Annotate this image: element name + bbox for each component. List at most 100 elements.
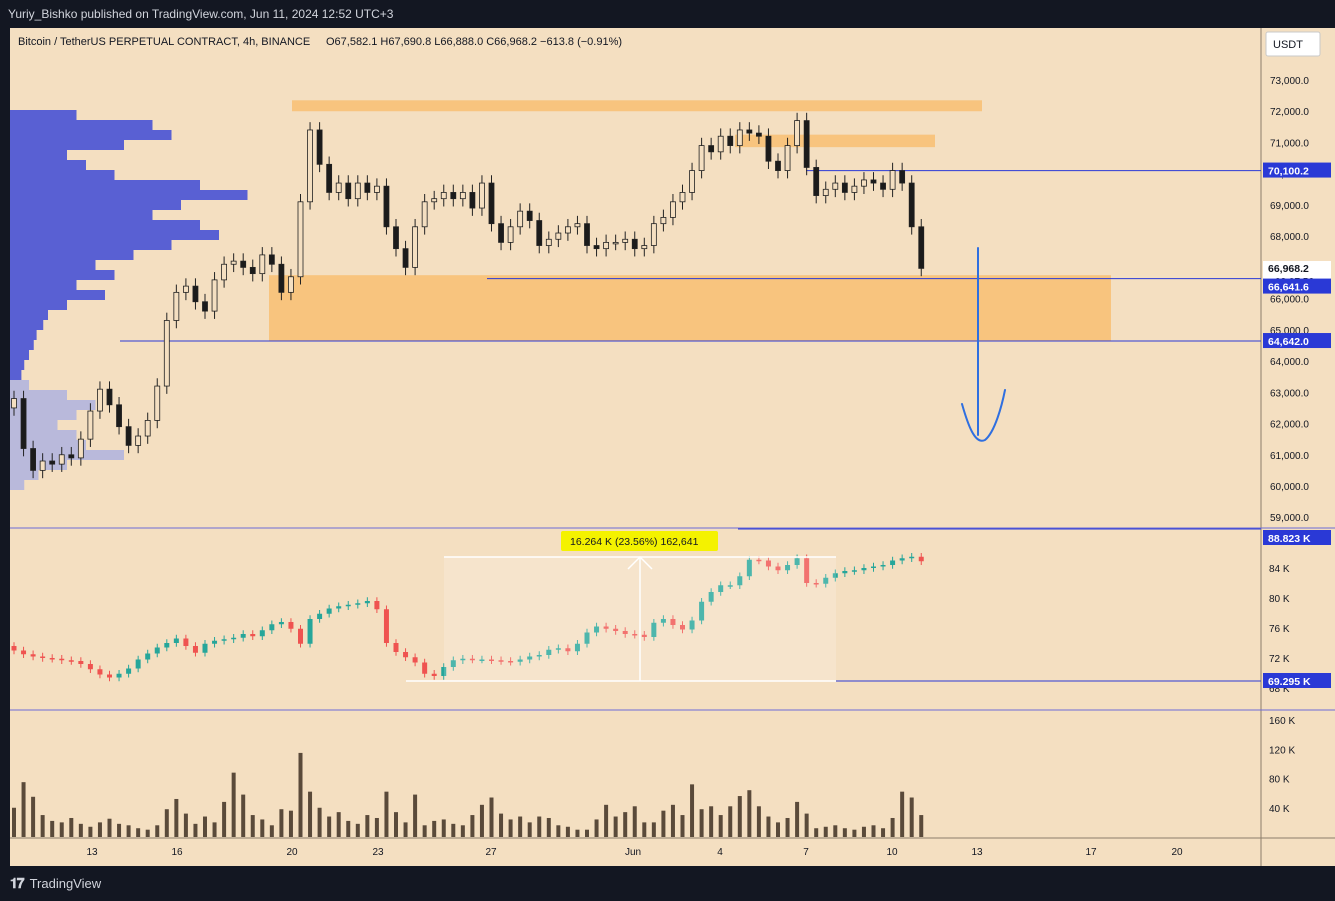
price-candle [459,192,466,200]
indicator-candle [737,576,743,586]
volume-bar [88,826,93,837]
indicator-candle [603,626,609,629]
indicator-tick-label: 76 K [1269,624,1290,635]
indicator-candle [823,577,829,584]
volume-profile-bar [10,130,172,140]
indicator-candle [412,657,418,663]
indicator-candle [489,659,494,661]
indicator-candle [613,628,619,631]
publish-header: Yuriy_Bishko published on TradingView.co… [0,0,1335,28]
price-tick-label: 73,000.0 [1270,76,1309,87]
price-candle [650,223,657,246]
price-candle [822,188,829,196]
volume-bar [785,817,790,837]
indicator-candle [355,603,361,605]
volume-bar [565,826,570,837]
volume-bar [900,791,905,837]
price-candle [135,435,142,446]
price-candle [345,182,352,200]
indicator-candle [269,624,275,631]
price-candle [20,398,27,449]
volume-bar [336,812,341,837]
price-candle [889,170,896,190]
indicator-candle [546,649,552,655]
volume-bar [747,790,752,837]
indicator-candle [202,643,208,653]
price-tag-64642-bg [1263,333,1331,349]
price-tag-70100: 70,100.2 [1268,166,1309,178]
indicator-candle [326,608,332,614]
price-candle [202,301,208,312]
time-tick-label: 7 [803,847,809,858]
volume-profile-bar [10,300,67,310]
indicator-candle [240,634,246,638]
indicator-candle [450,660,456,667]
indicator-candle [851,570,857,572]
volume-bar [546,817,551,837]
price-candle [765,135,772,162]
indicator-tag-upper: 88.823 K [1268,533,1311,545]
indicator-candle [918,556,924,562]
price-candle [383,185,390,228]
volume-bar [317,807,322,837]
indicator-candle [231,637,237,640]
volume-bar [861,826,866,837]
price-tick-label: 60,000.0 [1270,482,1309,493]
volume-bar [823,826,828,837]
volume-bar [881,828,886,837]
price-tick-label: 62,000.0 [1270,420,1309,431]
indicator-candle [527,656,533,660]
price-candle [431,198,438,203]
indicator-candle [192,646,198,653]
volume-tick-label: 40 K [1269,804,1290,815]
volume-bar [604,804,609,837]
volume-bar [59,822,64,837]
price-candle [97,388,103,412]
volume-profile-bar [10,310,48,320]
volume-bar [613,816,618,837]
price-candle [603,241,609,250]
tradingview-logo-icon[interactable]: 𝟏𝟕 [10,875,25,891]
indicator-candle [804,558,810,583]
volume-bar [537,816,542,837]
volume-bar [890,817,895,837]
volume-bar [394,812,398,837]
indicator-candle [183,638,189,646]
indicator-candle [555,648,561,650]
volume-bar [499,813,504,837]
volume-bar [651,822,656,837]
price-candle [450,192,457,200]
time-axis-background [10,838,1335,866]
indicator-candle [460,658,466,661]
indicator-candle [517,659,523,662]
indicator-candle [383,609,389,643]
volume-bar [460,825,465,837]
indicator-candle [441,667,447,676]
price-candle [479,182,485,209]
price-candle [775,160,781,171]
volume-tick-label: 80 K [1269,775,1290,786]
currency-button: USDT [1273,39,1303,51]
indicator-candle [164,643,170,648]
price-candle [230,260,237,265]
time-tick-label: 13 [86,847,98,858]
indicator-candle [173,638,179,643]
indicator-candle [259,630,265,637]
price-candle [249,266,256,275]
indicator-candle [469,658,475,661]
price-candle [622,238,629,243]
volume-bar [804,813,809,837]
volume-profile-bar [10,120,153,130]
volume-bar [126,825,131,837]
volume-profile-bar [10,360,25,370]
indicator-candle [49,658,55,660]
indicator-candle [212,640,218,644]
footer: 𝟏𝟕 TradingView [0,866,1335,901]
volume-profile-bar [10,160,86,170]
price-tag-70100-bg [1263,162,1331,178]
volume-bar [279,809,284,837]
indicator-candle [298,628,303,644]
price-candle [488,182,495,225]
measure-arrowhead [627,555,653,570]
